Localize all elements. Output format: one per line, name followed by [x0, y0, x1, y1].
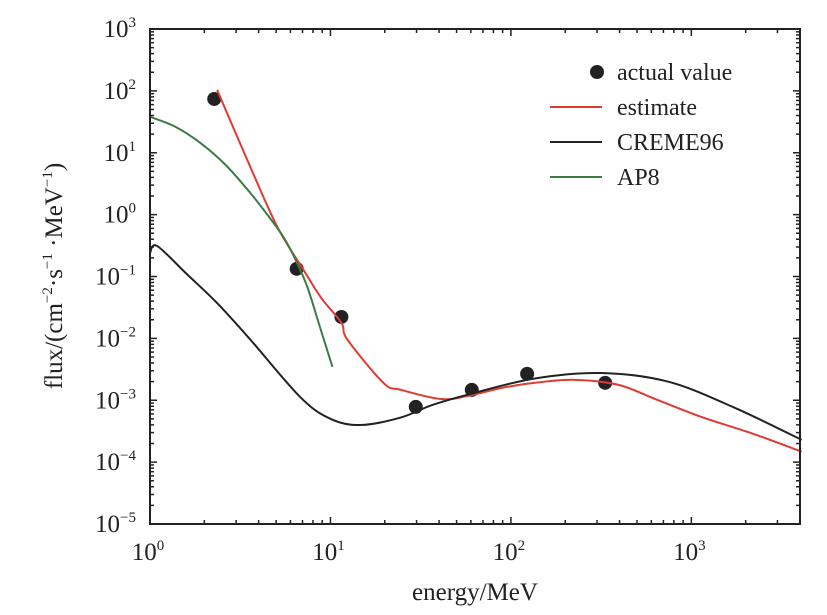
- tick-label-base: 10: [95, 449, 120, 476]
- tick-label-exponent: −2: [120, 324, 136, 340]
- ylabel-text: ): [41, 163, 68, 171]
- x-tick-label: 103: [673, 538, 706, 566]
- y-tick-label: 103: [104, 15, 137, 43]
- tick-label-exponent: 1: [337, 538, 345, 554]
- legend-marker-actual-value: [590, 65, 604, 79]
- ticks-layer: 100 101 102 10310310210110010−110−210−310−4…: [95, 15, 801, 566]
- y-tick-label: 102: [104, 77, 137, 105]
- tick-label-exponent: 3: [698, 538, 706, 554]
- y-tick-label: 100: [104, 201, 137, 229]
- y-tick-label: 101: [104, 139, 137, 167]
- x-tick-label: 100: [132, 538, 165, 566]
- tick-label-base: 10: [132, 539, 157, 566]
- tick-label-base: 10: [104, 16, 129, 43]
- ylabel-superscript: −1: [40, 171, 56, 187]
- ylabel-superscript: −1: [40, 253, 56, 269]
- tick-label-base: 10: [493, 539, 518, 566]
- tick-label-exponent: −1: [120, 263, 136, 279]
- tick-label-base: 10: [673, 539, 698, 566]
- tick-label-base: 10: [95, 264, 120, 291]
- x-tick-label: 102: [493, 538, 526, 566]
- tick-label-exponent: −4: [120, 448, 136, 464]
- ylabel-text: ·s: [41, 269, 68, 287]
- y-axis-title: flux/(cm−2·s−1 ·MeV−1): [40, 163, 68, 389]
- tick-label-base: 10: [104, 140, 129, 167]
- tick-label-exponent: 2: [518, 538, 526, 554]
- y-tick-label: 10−1: [95, 263, 136, 291]
- plot-frame: [149, 28, 801, 525]
- tick-label-exponent: 1: [129, 139, 137, 155]
- ylabel-text: ·MeV: [41, 187, 68, 253]
- tick-label-exponent: −3: [120, 386, 136, 402]
- tick-label-exponent: 3: [129, 15, 137, 31]
- tick-label-exponent: −5: [120, 510, 136, 526]
- y-tick-label: 10−5: [95, 510, 136, 538]
- legend-label-actual-value: actual value: [617, 60, 732, 86]
- legend: actual value estimate CREME96 AP8: [550, 60, 732, 191]
- series-line-creme96: [149, 244, 803, 441]
- y-tick-label: 10−4: [95, 448, 136, 476]
- tick-label-base: 10: [104, 78, 129, 105]
- tick-label-base: 10: [95, 325, 120, 352]
- legend-label-estimate: estimate: [617, 95, 697, 121]
- tick-label-exponent: 2: [129, 77, 137, 93]
- x-axis-title: energy/MeV: [412, 579, 538, 606]
- y-tick-label: 10−2: [95, 324, 136, 352]
- data-point-actual-value: [520, 366, 535, 381]
- data-point-actual-value: [207, 91, 222, 106]
- x-tick-label: 101: [312, 538, 345, 566]
- tick-label-base: 10: [95, 511, 120, 538]
- ylabel-superscript: −2: [40, 287, 56, 303]
- series-layer: [149, 89, 803, 453]
- tick-label-base: 10: [104, 202, 129, 229]
- tick-label-base: 10: [312, 539, 337, 566]
- data-point-actual-value: [334, 309, 349, 324]
- series-line-estimate: [216, 89, 802, 453]
- y-tick-label: 10−3: [95, 386, 136, 414]
- ylabel-text: flux/(cm: [41, 303, 68, 390]
- tick-label-exponent: 0: [129, 201, 137, 217]
- legend-label-ap8: AP8: [617, 165, 660, 191]
- legend-label-creme96: CREME96: [617, 130, 724, 156]
- series-line-ap8: [149, 115, 334, 368]
- tick-label-base: 10: [95, 387, 120, 414]
- tick-label-exponent: 0: [157, 538, 165, 554]
